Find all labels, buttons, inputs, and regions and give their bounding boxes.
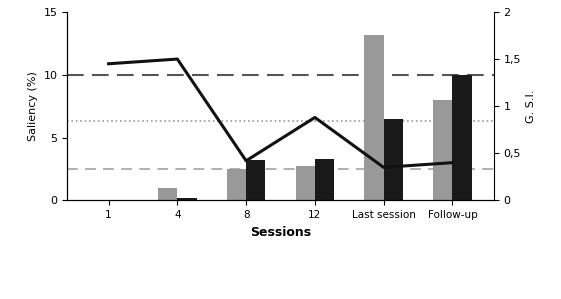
Bar — [433, 100, 452, 200]
Bar — [384, 119, 403, 200]
Bar — [177, 198, 196, 200]
Bar — [158, 188, 177, 200]
Y-axis label: Saliency (%): Saliency (%) — [28, 71, 38, 141]
Bar — [227, 169, 246, 200]
Bar — [452, 75, 472, 200]
Bar — [246, 160, 265, 200]
Bar — [365, 35, 384, 200]
Y-axis label: G. S.I.: G. S.I. — [526, 89, 536, 123]
Bar — [296, 167, 315, 200]
Bar — [315, 159, 334, 200]
X-axis label: Sessions: Sessions — [250, 226, 311, 239]
